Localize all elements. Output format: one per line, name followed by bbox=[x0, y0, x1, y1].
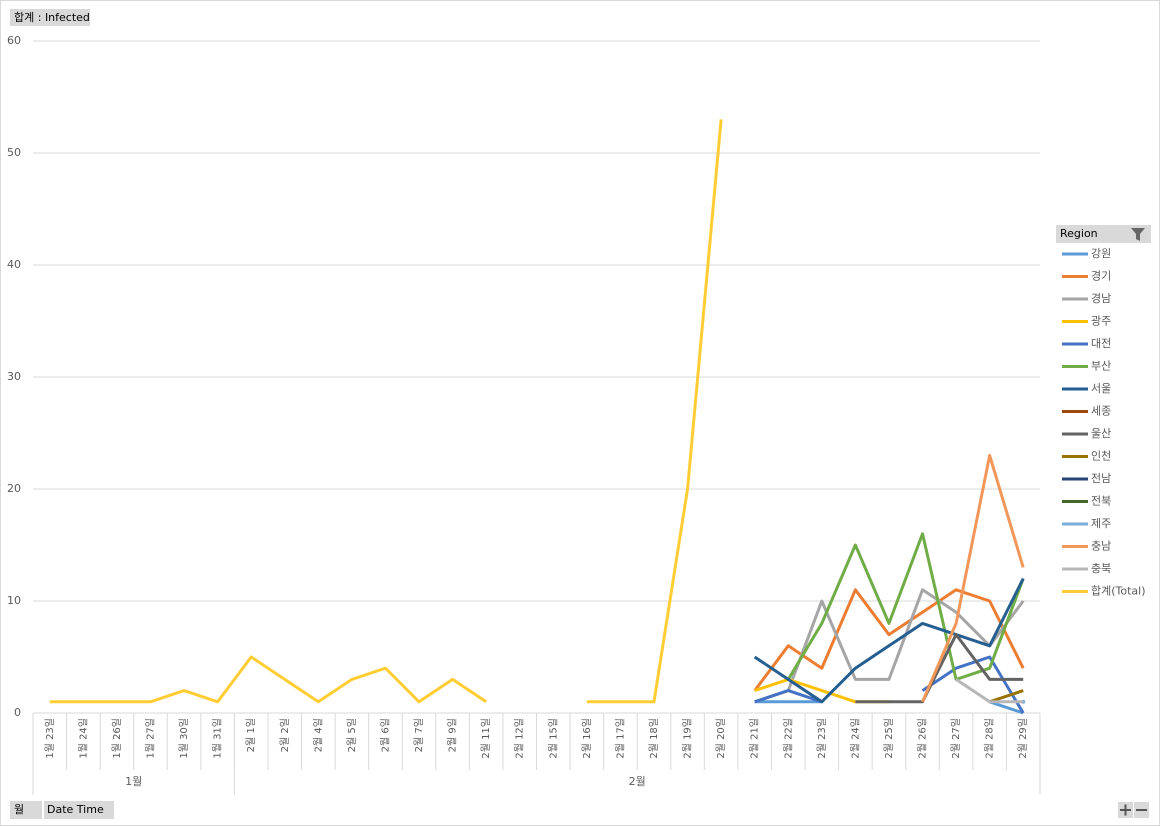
y-tick-label: 10 bbox=[7, 594, 21, 607]
x-tick-label: 2월 2일 bbox=[279, 718, 291, 752]
legend-label: 울산 bbox=[1091, 427, 1111, 440]
legend-label: 전남 bbox=[1091, 472, 1111, 485]
y-tick-label: 0 bbox=[14, 706, 21, 719]
legend-label: 경남 bbox=[1091, 292, 1111, 305]
x-tick-label: 1월 27일 bbox=[144, 718, 156, 759]
x-tick-label: 2월 12일 bbox=[514, 718, 526, 759]
legend-label: 세종 bbox=[1091, 405, 1111, 418]
axis-field-label: 월 bbox=[14, 803, 24, 816]
x-tick-label: 2월 21일 bbox=[749, 718, 761, 759]
x-tick-label: 2월 11일 bbox=[480, 718, 492, 759]
y-tick-label: 30 bbox=[7, 370, 21, 383]
series-line bbox=[855, 633, 1024, 704]
series-line bbox=[989, 689, 1024, 704]
legend-field-button[interactable] bbox=[1056, 225, 1151, 243]
legend-label: 전북 bbox=[1091, 495, 1111, 508]
axis-field-button-0[interactable] bbox=[10, 801, 42, 819]
group-label: 2월 bbox=[629, 775, 646, 788]
x-tick-label: 2월 18일 bbox=[648, 718, 660, 759]
x-tick-label: 2월 16일 bbox=[581, 718, 593, 759]
series-line bbox=[49, 655, 487, 704]
series-line bbox=[989, 700, 1024, 715]
legend-label: 충남 bbox=[1091, 540, 1111, 553]
x-tick-label: 2월 1일 bbox=[245, 718, 257, 752]
x-tick-label: 2월 17일 bbox=[614, 718, 626, 759]
x-tick-label: 2월 29일 bbox=[1017, 718, 1029, 759]
x-tick-label: 1월 30일 bbox=[178, 718, 190, 759]
legend-label: 부산 bbox=[1091, 360, 1111, 373]
series-line bbox=[586, 119, 723, 704]
y-tick-label: 50 bbox=[7, 146, 21, 159]
group-label: 1월 bbox=[125, 775, 142, 788]
x-tick-label: 2월 19일 bbox=[682, 718, 694, 759]
x-tick-label: 2월 6일 bbox=[379, 718, 391, 752]
x-tick-label: 2월 20일 bbox=[715, 718, 727, 759]
x-tick-label: 2월 22일 bbox=[782, 718, 794, 759]
value-field-label: 합계 : Infected bbox=[14, 11, 90, 24]
value-field-button[interactable] bbox=[10, 9, 90, 26]
x-tick-label: 2월 26일 bbox=[917, 718, 929, 759]
x-tick-label: 2월 25일 bbox=[883, 718, 895, 759]
x-tick-label: 1월 31일 bbox=[212, 718, 224, 759]
series-line bbox=[955, 678, 1024, 704]
legend-label: 서울 bbox=[1091, 382, 1111, 395]
x-tick-label: 1월 23일 bbox=[44, 718, 56, 759]
y-tick-label: 60 bbox=[7, 34, 21, 47]
legend-title: Region bbox=[1060, 227, 1098, 240]
x-tick-label: 2월 27일 bbox=[950, 718, 962, 759]
filter-icon[interactable] bbox=[1131, 228, 1145, 241]
x-tick-label: 1월 26일 bbox=[111, 718, 123, 759]
legend-label: 제주 bbox=[1091, 517, 1111, 530]
x-tick-label: 1월 24일 bbox=[77, 718, 89, 759]
series-line bbox=[753, 577, 1025, 704]
series-line bbox=[921, 453, 1025, 703]
legend-label: 인천 bbox=[1091, 449, 1111, 463]
x-tick-label: 2월 28일 bbox=[984, 718, 996, 759]
y-tick-label: 40 bbox=[7, 258, 21, 271]
legend-label: 강원 bbox=[1091, 247, 1111, 260]
axis-field-label: Date Time bbox=[47, 803, 104, 816]
legend-label: 광주 bbox=[1091, 315, 1111, 328]
expand-collapse-icons bbox=[1120, 804, 1147, 816]
legend-label: 대전 bbox=[1091, 337, 1111, 350]
series-line bbox=[754, 689, 823, 704]
x-tick-label: 2월 23일 bbox=[816, 718, 828, 759]
x-tick-label: 2월 4일 bbox=[312, 718, 324, 752]
legend-label: 경기 bbox=[1091, 270, 1111, 283]
x-tick-label: 2월 7일 bbox=[413, 718, 425, 752]
x-tick-label: 2월 24일 bbox=[849, 718, 861, 759]
series-line bbox=[921, 655, 1025, 714]
series-line bbox=[753, 588, 1025, 692]
axis-field-button-1[interactable] bbox=[44, 801, 114, 819]
x-tick-label: 2월 5일 bbox=[346, 718, 358, 752]
legend-label: 충북 bbox=[1091, 562, 1111, 575]
x-tick-label: 2월 9일 bbox=[447, 718, 459, 752]
y-tick-label: 20 bbox=[7, 482, 21, 495]
legend-label: 합계(Total) bbox=[1091, 585, 1146, 598]
x-tick-label: 2월 15일 bbox=[547, 718, 559, 759]
